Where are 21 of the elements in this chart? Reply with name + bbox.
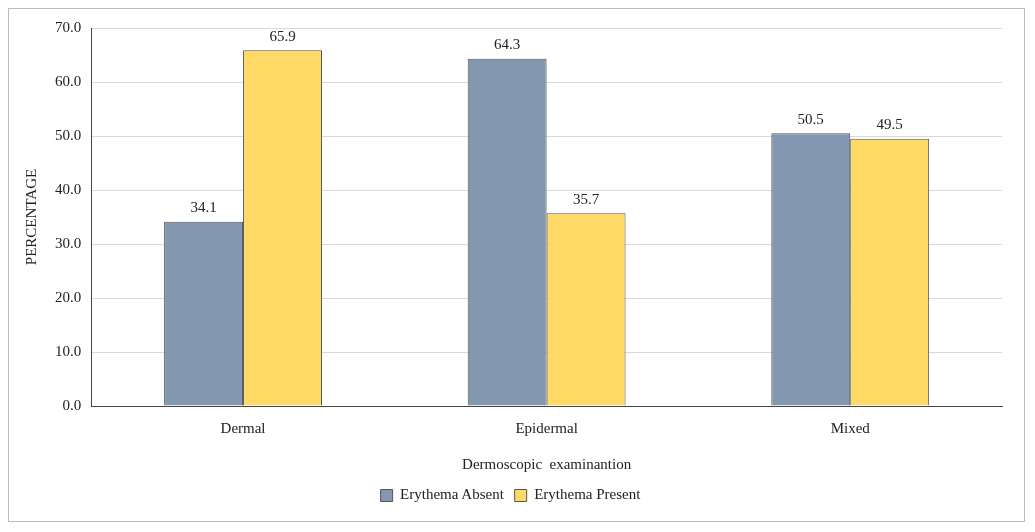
y-tick-label: 40.0 — [55, 180, 82, 197]
data-label: 64.3 — [494, 36, 521, 53]
data-label: 34.1 — [190, 199, 217, 216]
data-label: 50.5 — [797, 110, 824, 127]
y-tick-label: 10.0 — [55, 342, 82, 359]
x-tick-label: Mixed — [830, 419, 871, 436]
data-label: 65.9 — [269, 27, 296, 44]
x-tick-label: Epidermal — [515, 419, 578, 436]
y-tick-label: 0.0 — [62, 396, 82, 413]
y-tick-label: 50.0 — [55, 126, 82, 143]
data-label: 35.7 — [572, 190, 600, 207]
legend-label: Erythema Absent — [400, 486, 505, 503]
y-tick-label: 60.0 — [55, 72, 82, 89]
x-axis-title: Dermoscopic examinantion — [462, 455, 632, 472]
x-tick-label: Dermal — [220, 419, 266, 436]
y-axis-title: PERCENTAGE — [22, 168, 39, 266]
legend-label: Erythema Present — [534, 486, 642, 503]
y-tick-label: 70.0 — [55, 18, 82, 35]
y-tick-label: 30.0 — [55, 234, 82, 251]
data-label: 49.5 — [876, 116, 903, 133]
y-tick-label: 20.0 — [55, 288, 82, 305]
